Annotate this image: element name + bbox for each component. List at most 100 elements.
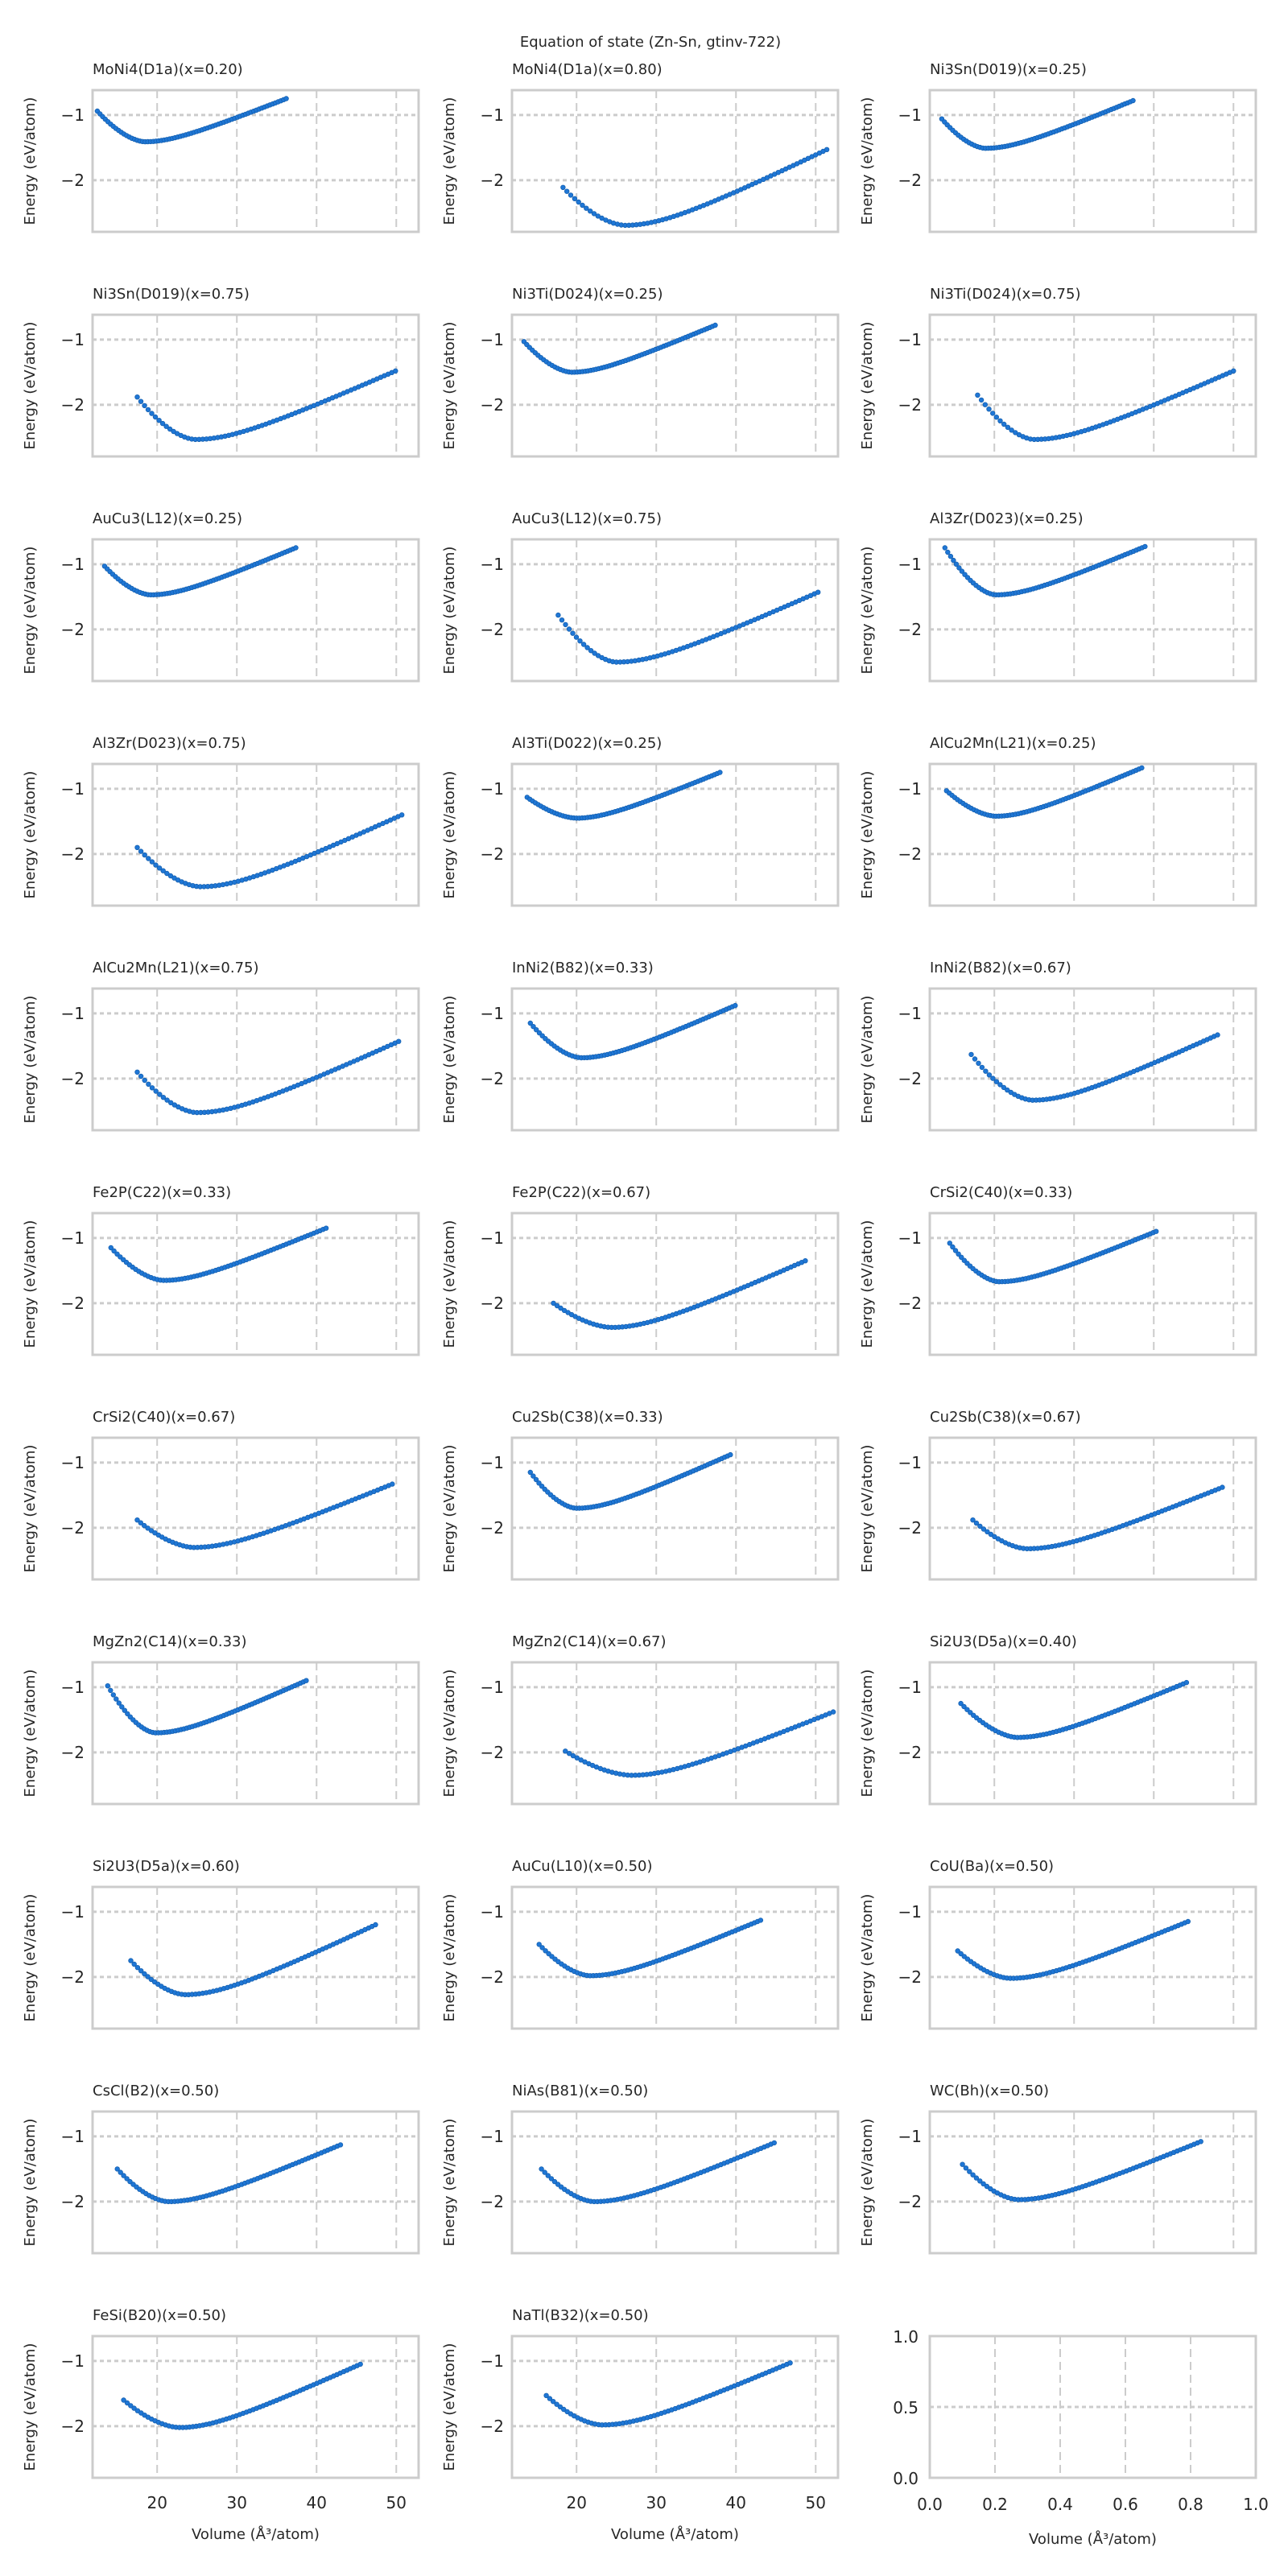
data-point bbox=[167, 1100, 174, 1105]
data-point bbox=[551, 1300, 556, 1307]
y-axis-label: Energy (eV/atom) bbox=[441, 1894, 458, 2022]
data-point bbox=[564, 188, 570, 194]
data-point bbox=[577, 638, 583, 644]
data-series bbox=[563, 1709, 836, 1778]
subplot: −1 −2 Energy (eV/atom) Ni3Sn(D019)(x=0.25) bbox=[859, 61, 1257, 233]
data-point bbox=[997, 1082, 1003, 1088]
subplot: −1 −2 Energy (eV/atom) Si2U3(D5a)(x=0.40) bbox=[859, 1633, 1257, 1806]
data-point bbox=[323, 1225, 329, 1231]
y-tick-label: −1 bbox=[481, 779, 504, 799]
subplot: −1 −2 Energy (eV/atom) Cu2Sb(C38)(x=0.33) bbox=[441, 1409, 840, 1581]
y-tick-label: −1 bbox=[61, 1678, 85, 1697]
subplot: −1 −2 Energy (eV/atom) Fe2P(C22)(x=0.67) bbox=[441, 1184, 840, 1356]
subplot-title: MgZn2(C14)(x=0.33) bbox=[93, 1633, 247, 1650]
data-point bbox=[373, 1922, 378, 1928]
subplot: −1 −2 Energy (eV/atom) Ni3Ti(D024)(x=0.75) bbox=[859, 286, 1257, 458]
axes-frame bbox=[928, 1212, 1257, 1356]
subplot: −1 −2 Energy (eV/atom) Al3Ti(D022)(x=0.25) bbox=[441, 735, 840, 907]
data-point bbox=[157, 1092, 163, 1097]
subplot-title: Cu2Sb(C38)(x=0.67) bbox=[930, 1409, 1081, 1426]
data-point bbox=[293, 545, 299, 551]
data-point bbox=[561, 2406, 567, 2413]
data-series bbox=[114, 2142, 344, 2205]
subplot: −1 −2 Energy (eV/atom) CrSi2(C40)(x=0.33) bbox=[859, 1184, 1257, 1356]
x-tick-label: 20 bbox=[147, 2493, 167, 2512]
subplot: −1 −2 Energy (eV/atom) MgZn2(C14)(x=0.67) bbox=[441, 1633, 840, 1806]
subplot-title: MoNi4(D1a)(x=0.80) bbox=[512, 61, 663, 78]
data-point bbox=[555, 612, 561, 618]
y-tick-label: −2 bbox=[61, 1967, 85, 1987]
axes-frame bbox=[91, 1436, 420, 1581]
data-point bbox=[982, 402, 988, 407]
axes-frame bbox=[510, 2334, 840, 2479]
data-point bbox=[576, 199, 581, 205]
data-point bbox=[149, 859, 155, 865]
data-point bbox=[964, 1707, 970, 1712]
y-tick-label: −1 bbox=[61, 1902, 85, 1922]
axes-frame bbox=[928, 1436, 1257, 1581]
x-tick-label: 0.6 bbox=[1113, 2495, 1138, 2514]
y-axis-label: Energy (eV/atom) bbox=[441, 1670, 458, 1798]
axes-frame bbox=[91, 762, 420, 907]
data-point bbox=[145, 407, 151, 413]
data-point bbox=[551, 2178, 558, 2185]
data-point bbox=[953, 561, 960, 567]
data-point bbox=[141, 1522, 147, 1529]
subplot: −1 −2 Energy (eV/atom) Ni3Sn(D019)(x=0.75) bbox=[22, 286, 420, 458]
axes-frame bbox=[91, 1212, 420, 1356]
y-tick-label: −2 bbox=[61, 1294, 85, 1313]
y-tick-label: −2 bbox=[481, 1967, 504, 1987]
y-tick-label: −1 bbox=[61, 555, 85, 574]
data-point bbox=[164, 1097, 170, 1103]
y-axis-label: Energy (eV/atom) bbox=[859, 771, 876, 899]
data-point bbox=[947, 553, 954, 559]
data-series bbox=[942, 543, 1148, 598]
data-point bbox=[114, 1251, 120, 1257]
data-series bbox=[527, 1451, 733, 1511]
y-tick-label: −2 bbox=[898, 1518, 922, 1538]
subplot-title: InNi2(B82)(x=0.33) bbox=[512, 960, 654, 976]
axes-frame bbox=[510, 2110, 840, 2255]
axes-frame bbox=[91, 987, 420, 1132]
data-point bbox=[110, 1692, 116, 1698]
data-point bbox=[146, 1081, 151, 1087]
subplot-title: Al3Zr(D023)(x=0.25) bbox=[930, 510, 1084, 527]
x-tick-label: 50 bbox=[386, 2493, 407, 2512]
subplot: −1 −2 Energy (eV/atom) AuCu3(L12)(x=0.25) bbox=[22, 510, 420, 683]
data-point bbox=[545, 2173, 551, 2178]
y-tick-label: −2 bbox=[61, 620, 85, 639]
data-point bbox=[959, 568, 965, 574]
data-point bbox=[570, 1752, 576, 1759]
data-point bbox=[160, 1094, 167, 1100]
data-point bbox=[977, 1523, 983, 1530]
x-tick-label: 0.0 bbox=[917, 2495, 943, 2514]
y-tick-label: −2 bbox=[481, 2192, 504, 2211]
y-axis-label: Energy (eV/atom) bbox=[441, 2119, 458, 2247]
y-axis-label: Energy (eV/atom) bbox=[22, 2343, 39, 2471]
subplot: −1 −2 Energy (eV/atom) Al3Zr(D023)(x=0.75) bbox=[22, 735, 420, 907]
y-tick-label: −1 bbox=[481, 330, 504, 349]
y-tick-label: 0.5 bbox=[893, 2398, 919, 2417]
y-tick-label: −1 bbox=[898, 779, 922, 799]
data-point bbox=[958, 1254, 964, 1260]
data-point bbox=[1142, 543, 1148, 550]
data-point bbox=[815, 589, 821, 595]
data-series bbox=[105, 1678, 309, 1736]
y-tick-label: 1.0 bbox=[893, 2327, 919, 2347]
data-point bbox=[134, 394, 140, 400]
data-point bbox=[961, 1703, 967, 1710]
data-series bbox=[527, 1002, 738, 1061]
data-point bbox=[357, 2361, 363, 2368]
subplot: −1 −2 Energy (eV/atom) MoNi4(D1a)(x=0.20) bbox=[22, 61, 420, 233]
x-tick-label: 40 bbox=[726, 2493, 746, 2512]
axes-frame bbox=[91, 538, 420, 683]
data-point bbox=[558, 1305, 564, 1311]
data-point bbox=[131, 1961, 137, 1967]
y-tick-label: −2 bbox=[898, 1967, 922, 1987]
y-tick-label: −1 bbox=[61, 330, 85, 349]
data-point bbox=[527, 1469, 533, 1476]
subplot: −1 −2 Energy (eV/atom) CsCl(B2)(x=0.50) bbox=[22, 2083, 420, 2255]
data-point bbox=[148, 1976, 154, 1983]
data-point bbox=[584, 205, 589, 211]
data-point bbox=[118, 1254, 123, 1260]
